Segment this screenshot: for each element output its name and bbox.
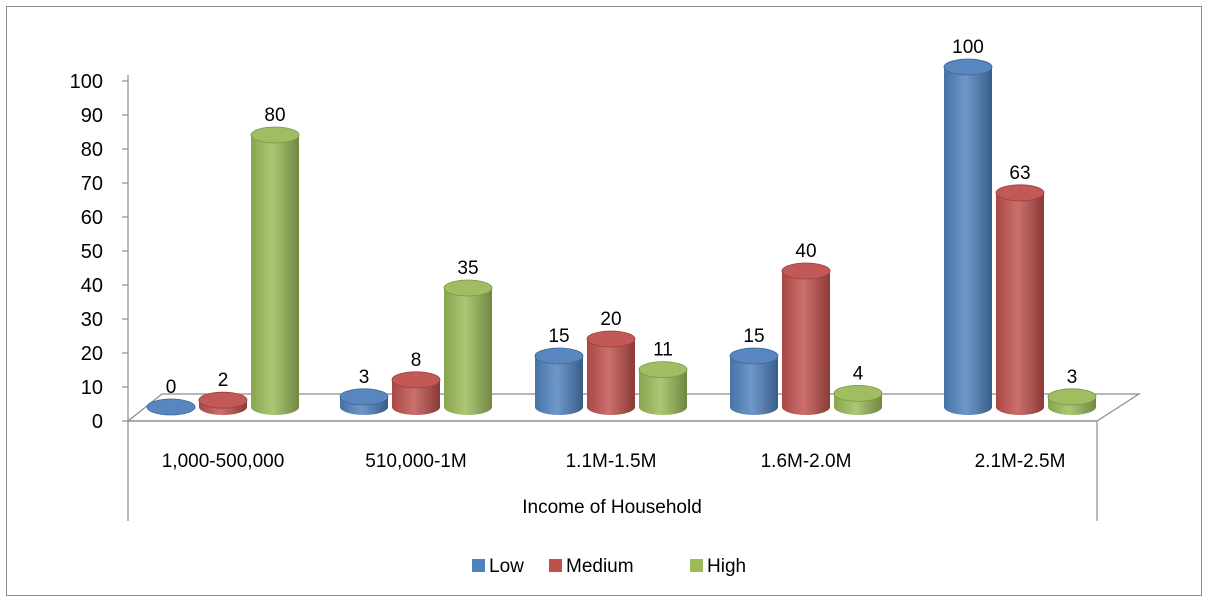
bar (198, 391, 248, 415)
data-label: 0 (166, 377, 177, 398)
y-tick-label: 50 (81, 241, 103, 263)
bar-top (339, 388, 389, 406)
y-tick-label: 90 (81, 105, 103, 127)
bar-top (198, 391, 248, 409)
bar-top (943, 58, 993, 76)
x-axis-title: Income of Household (522, 497, 702, 518)
legend-item: Medium (549, 556, 634, 577)
bar (339, 388, 389, 415)
data-label: 100 (952, 37, 984, 58)
y-tick-label: 30 (81, 309, 103, 331)
bar-top (995, 184, 1045, 202)
chart-legend: Low Medium High (472, 556, 746, 577)
bar-body (444, 288, 492, 415)
bar-body (535, 356, 583, 415)
bar-body (587, 339, 635, 415)
bar (943, 58, 993, 415)
data-label: 15 (548, 326, 569, 347)
legend-item: Low (472, 556, 524, 577)
bar (250, 126, 300, 415)
legend-swatch (472, 559, 485, 572)
y-tick-label: 0 (92, 411, 103, 433)
bar-body (996, 192, 1044, 415)
legend-label: Low (489, 556, 524, 577)
bar-top (729, 347, 779, 365)
data-label: 63 (1009, 163, 1030, 184)
bar-top (443, 279, 493, 297)
bar-body (944, 67, 992, 415)
bar (534, 347, 584, 415)
bar (638, 361, 688, 415)
bar-body (392, 379, 440, 415)
data-label: 2 (218, 370, 229, 391)
chart-labels: 0 3 15 15 100 2 8 20 40 63 80 35 11 4 3 (166, 37, 1078, 398)
bar (781, 262, 831, 415)
y-tick-label: 60 (81, 207, 103, 229)
data-label: 35 (457, 258, 478, 279)
data-label: 15 (743, 326, 764, 347)
chart-bars (146, 58, 1097, 416)
legend-swatch (549, 559, 562, 572)
bar-body (251, 135, 299, 415)
x-tick-label: 1.1M-1.5M (566, 451, 657, 472)
bar (1047, 388, 1097, 415)
x-tick-label: 1.6M-2.0M (761, 451, 852, 472)
y-tick-label: 80 (81, 139, 103, 161)
bar (443, 279, 493, 415)
bar (995, 184, 1045, 415)
legend-label: Medium (566, 556, 634, 577)
bar-top (391, 371, 441, 389)
legend-swatch (690, 559, 703, 572)
data-label: 40 (795, 241, 816, 262)
x-tick-label: 2.1M-2.5M (975, 451, 1066, 472)
x-tick-label: 510,000-1M (365, 451, 466, 472)
bar (586, 330, 636, 415)
bar (146, 398, 196, 416)
y-tick-label: 10 (81, 377, 103, 399)
bar-top (146, 398, 196, 416)
bar-body (730, 356, 778, 415)
bar-top (833, 384, 883, 402)
data-label: 8 (411, 350, 422, 371)
data-label: 3 (1067, 367, 1078, 388)
legend-label: High (707, 556, 746, 577)
data-label: 20 (600, 309, 621, 330)
x-tick-label: 1,000-500,000 (162, 451, 285, 472)
bar (833, 384, 883, 415)
bar-top (638, 361, 688, 379)
bar-top (1047, 388, 1097, 406)
data-label: 3 (359, 367, 370, 388)
bar-top (781, 262, 831, 280)
data-label: 80 (264, 105, 285, 126)
bar (729, 347, 779, 415)
y-tick-label: 100 (70, 71, 103, 93)
y-tick-label: 20 (81, 343, 103, 365)
bar-body (782, 271, 830, 415)
bar-body (639, 369, 687, 415)
data-label: 11 (653, 340, 673, 361)
bar-top (534, 347, 584, 365)
bar-top (586, 330, 636, 348)
y-tick-label: 40 (81, 275, 103, 297)
y-tick-label: 70 (81, 173, 103, 195)
bar-top (250, 126, 300, 144)
data-label: 4 (853, 363, 864, 384)
legend-item: High (690, 556, 746, 577)
bar (391, 371, 441, 415)
